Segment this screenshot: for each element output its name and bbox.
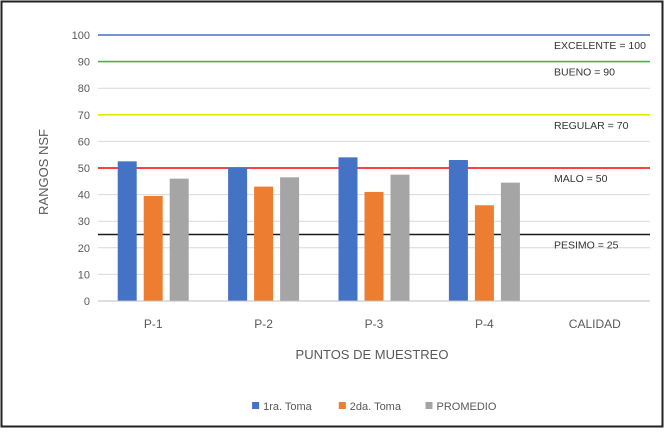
y-tick-label: 50 bbox=[78, 163, 90, 175]
legend-swatch bbox=[338, 402, 346, 409]
y-tick-label: 100 bbox=[72, 30, 90, 42]
y-tick-label: 60 bbox=[78, 136, 90, 148]
bar bbox=[500, 182, 520, 301]
y-tick-label: 0 bbox=[84, 296, 90, 308]
y-tick-label: 20 bbox=[78, 243, 90, 255]
reference-label: PESIMO = 25 bbox=[554, 240, 619, 252]
bar bbox=[338, 157, 358, 301]
x-axis-title: PUNTOS DE MUESTREO bbox=[296, 347, 449, 362]
legend-label: PROMEDIO bbox=[437, 401, 497, 413]
bar bbox=[143, 195, 163, 301]
reference-label: REGULAR = 70 bbox=[554, 120, 629, 132]
y-tick-label: 10 bbox=[78, 269, 90, 281]
legend-label: 1ra. Toma bbox=[263, 401, 313, 413]
bars bbox=[117, 157, 520, 301]
bar bbox=[364, 191, 384, 301]
y-tick-label: 80 bbox=[78, 83, 90, 95]
x-tick-label: P-4 bbox=[475, 317, 494, 331]
x-tick-label: P-3 bbox=[365, 317, 384, 331]
y-tick-label: 40 bbox=[78, 190, 90, 202]
bar bbox=[169, 178, 189, 301]
bar bbox=[228, 168, 248, 301]
y-tick-label: 30 bbox=[78, 216, 90, 228]
bar bbox=[474, 205, 494, 301]
reference-label: MALO = 50 bbox=[554, 173, 608, 185]
x-tick-label: P-2 bbox=[254, 317, 273, 331]
bar bbox=[448, 160, 468, 301]
y-axis-title: RANGOS NSF bbox=[36, 129, 51, 215]
bar bbox=[390, 174, 410, 301]
bar bbox=[254, 186, 274, 301]
axes: 0 10 20 30 40 50 60 70 80 90 100 P-1 P-2 P-3 P-4 CALIDA… bbox=[72, 30, 650, 331]
legend-label: 2da. Toma bbox=[350, 401, 402, 413]
x-tick-label: P-1 bbox=[144, 317, 163, 331]
y-tick-label: 90 bbox=[78, 57, 90, 69]
bar bbox=[117, 161, 137, 301]
legend: 1ra. Toma 2da. Toma PROMEDIO bbox=[252, 401, 497, 413]
bar bbox=[280, 177, 300, 301]
reference-label: BUENO = 90 bbox=[554, 67, 615, 79]
reference-label: EXCELENTE = 100 bbox=[554, 40, 646, 52]
reference-lines: EXCELENTE = 100 BUENO = 90 REGULAR = 70 MAL… bbox=[98, 34, 650, 252]
legend-swatch bbox=[252, 402, 260, 409]
y-tick-label: 70 bbox=[78, 110, 90, 122]
x-tick-label: CALIDAD bbox=[569, 317, 621, 331]
legend-swatch bbox=[425, 402, 433, 409]
